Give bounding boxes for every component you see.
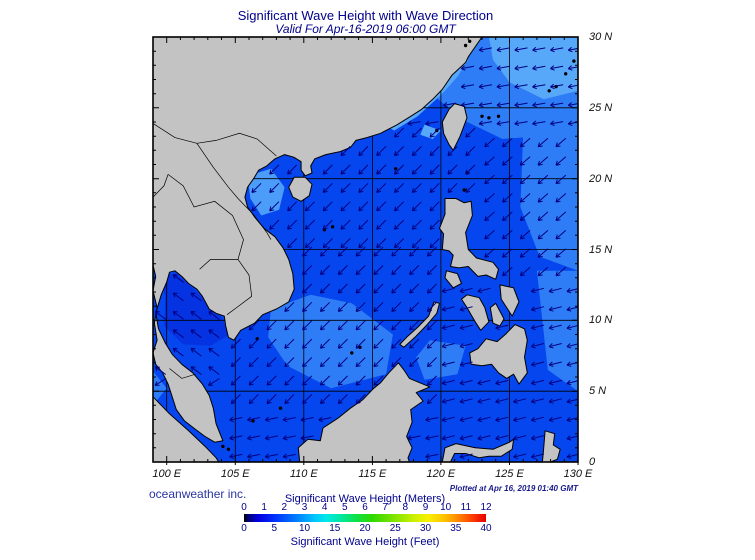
cb-meters-tick-11: 11: [460, 502, 472, 513]
wave-arrows-central-scs: [230, 246, 437, 405]
lon-label-105: 105 E: [220, 468, 250, 480]
small-island-dot: [394, 167, 398, 171]
map-frame: [152, 36, 579, 463]
cb-feet-tick-15: 15: [329, 523, 341, 534]
lat-label-5: 5 N: [589, 385, 607, 398]
land-mindanao: [469, 324, 528, 385]
lon-label-115: 115 E: [358, 468, 387, 480]
cb-feet-tick-10: 10: [298, 523, 311, 534]
land-mindoro: [444, 270, 462, 289]
small-island-dot: [462, 188, 466, 192]
small-island-dot: [463, 43, 468, 48]
cb-feet-tick-35: 35: [450, 523, 462, 534]
cb-meters-tick-8: 8: [402, 502, 409, 513]
cb-meters-tick-3: 3: [301, 502, 308, 513]
valid-time-subtitle: Valid For Apr-16-2019 06:00 GMT: [275, 22, 456, 36]
sea-patch-ryukyu-light: [541, 56, 578, 91]
sea-patch-philippine-sea-light: [520, 133, 578, 271]
wave-arrows-south-strip: [229, 416, 439, 459]
land-samar-leyte: [499, 284, 520, 317]
cb-feet-tick-25: 25: [389, 523, 401, 534]
cb-feet-tick-20: 20: [359, 523, 371, 534]
land-taiwan: [441, 103, 468, 151]
small-island-dot: [226, 447, 231, 451]
cb-meters-tick-2: 2: [281, 502, 288, 513]
cb-feet-tick-30: 30: [419, 523, 432, 534]
wave-arrows-malacca-andaman: [154, 378, 220, 386]
lon-label-110: 110 E: [289, 468, 318, 480]
credit-text: oceanweather inc.: [149, 487, 247, 501]
lat-label-0: 0: [589, 456, 596, 468]
land-sumatra: [153, 396, 220, 462]
cb-meters-tick-0: 0: [241, 502, 247, 513]
small-island-dot: [487, 116, 491, 120]
wave-arrows-gulf-thailand: [154, 274, 220, 375]
small-island-dot: [221, 444, 225, 449]
cb-feet-tick-0: 0: [241, 523, 247, 534]
sea-patch-andaman-light: [153, 371, 167, 406]
lon-label-120: 120 E: [426, 468, 456, 480]
lat-label-20: 20 N: [589, 172, 613, 185]
cb-meters-tick-9: 9: [422, 502, 429, 513]
small-island-dot: [350, 351, 354, 355]
land-panay-negros: [461, 294, 490, 331]
small-island-dot: [330, 225, 335, 229]
small-island-dot: [496, 114, 501, 119]
sea-patch-central-scs-light: [268, 294, 393, 389]
cb-meters-tick-12: 12: [480, 502, 492, 513]
small-island-dot: [278, 406, 283, 410]
small-island-dot: [547, 89, 551, 93]
wave-arrows-pacific-east: [484, 137, 567, 277]
colorbar-gradient: [244, 514, 486, 522]
cb-meters-tick-4: 4: [321, 502, 328, 513]
land-mainland-asia: [153, 37, 483, 443]
land-cebu-bohol: [489, 302, 505, 327]
country-border-3: [226, 259, 253, 315]
small-island-dot: [480, 114, 484, 119]
wave-arrows-north-scs: [251, 127, 476, 249]
small-island-dot: [251, 419, 255, 423]
lat-label-15: 15 N: [589, 243, 613, 256]
wave-arrows-sulu-celebes-pacific: [441, 287, 578, 459]
sea-patch-gulf-thailand-dark: [161, 273, 230, 346]
land-luzon: [439, 198, 499, 280]
page-title: Significant Wave Height with Wave Direct…: [237, 8, 494, 23]
land-halmahera: [541, 430, 561, 462]
country-border-1: [196, 143, 272, 240]
small-island-dot: [564, 72, 568, 76]
land-hainan: [288, 176, 313, 202]
cb-meters-tick-5: 5: [342, 502, 348, 513]
land-palawan: [399, 301, 440, 348]
country-border-4: [153, 174, 169, 198]
cb-meters-tick-1: 1: [261, 502, 267, 513]
axis-ticks: [153, 37, 579, 465]
wave-arrows-east-china-sea: [407, 46, 578, 126]
sea-patch-pacific-low-light: [536, 270, 578, 392]
lon-label-125: 125 E: [495, 468, 524, 480]
land-borneo: [297, 362, 431, 462]
sea-patch-gulf-tonkin-light: [247, 168, 285, 216]
sea-patch-taiwan-bank-light: [420, 124, 441, 139]
small-island-dot: [572, 59, 576, 63]
country-border-5: [169, 368, 196, 379]
lat-label-10: 10 N: [589, 314, 613, 327]
land-sulawesi-north-arm: [441, 438, 515, 462]
cb-feet-tick-40: 40: [480, 523, 492, 534]
colorbar-title-feet: Significant Wave Height (Feet): [290, 536, 440, 548]
lat-label-25: 25 N: [589, 101, 613, 114]
lat-label-30: 30 N: [589, 31, 613, 43]
cb-meters-tick-7: 7: [382, 502, 388, 513]
small-island-dot: [468, 39, 472, 43]
cb-feet-tick-5: 5: [271, 523, 278, 534]
colorbar-title-meters: Significant Wave Height (Meters): [284, 493, 446, 505]
cb-meters-tick-10: 10: [440, 502, 452, 513]
lon-label-130: 130 E: [563, 468, 593, 480]
country-border-2: [167, 174, 244, 270]
lon-label-100: 100 E: [152, 468, 182, 480]
cb-meters-tick-6: 6: [362, 502, 368, 513]
country-border-0: [153, 123, 277, 157]
plotted-at-text: Plotted at Apr 16, 2019 01:40 GMT: [449, 484, 578, 493]
